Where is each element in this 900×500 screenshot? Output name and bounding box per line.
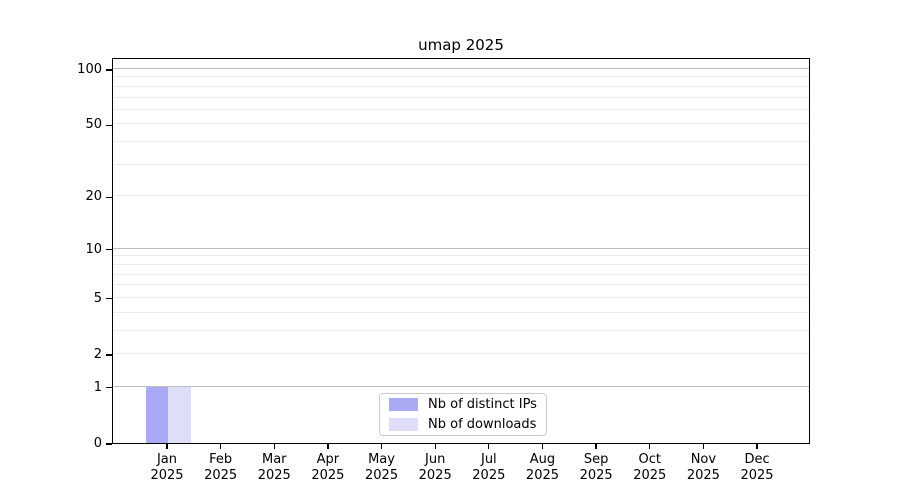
gridline-minor: [113, 263, 809, 265]
x-tick-label: Jan 2025: [150, 452, 184, 483]
gridline-major: [113, 68, 809, 70]
y-tick-label: 2: [93, 346, 102, 362]
gridline-minor: [113, 108, 809, 110]
gridline-minor: [113, 255, 809, 257]
x-tick-mark: [756, 444, 758, 449]
y-tick-mark: [106, 69, 112, 71]
legend-label-distinct-ips: Nb of distinct IPs: [428, 397, 537, 412]
x-tick-mark: [434, 444, 436, 449]
x-tick-mark: [649, 444, 651, 449]
y-tick-label: 1: [93, 379, 102, 395]
x-tick-label: Jul 2025: [472, 452, 506, 483]
x-tick-label: May 2025: [365, 452, 399, 483]
gridline-minor: [113, 329, 809, 331]
gridline-minor: [113, 163, 809, 165]
x-tick-mark: [541, 444, 544, 449]
legend-label-downloads: Nb of downloads: [428, 417, 537, 432]
y-tick-mark: [106, 124, 112, 127]
x-tick-mark: [219, 444, 222, 449]
gridline-minor: [113, 123, 809, 125]
gridline-minor: [113, 296, 809, 298]
y-tick-label: 0: [93, 436, 102, 451]
bar-distinct-ips: [145, 386, 168, 443]
legend-entry-distinct-ips: Nb of distinct IPs: [389, 397, 537, 412]
gridline-minor: [113, 352, 809, 354]
plot-area: [112, 58, 810, 444]
x-tick-label: Nov 2025: [686, 452, 720, 483]
y-tick-mark: [106, 443, 112, 445]
legend-entry-downloads: Nb of downloads: [389, 417, 537, 432]
y-tick-mark: [106, 354, 112, 356]
x-tick-label: Apr 2025: [311, 452, 345, 483]
gridline-major: [113, 385, 809, 387]
y-tick-mark: [106, 298, 112, 300]
bar-downloads: [168, 386, 191, 443]
y-tick-label: 50: [85, 117, 102, 133]
gridline-minor: [113, 85, 809, 87]
x-tick-mark: [488, 444, 490, 449]
x-tick-mark: [702, 444, 705, 449]
gridline-minor: [113, 141, 809, 143]
legend: Nb of distinct IPs Nb of downloads: [379, 393, 547, 436]
gridline-minor: [113, 284, 809, 286]
legend-swatch-downloads: [389, 418, 418, 431]
gridline-minor: [113, 195, 809, 197]
gridline-minor: [113, 96, 809, 98]
gridline-minor: [113, 273, 809, 275]
y-tick-mark: [106, 387, 112, 389]
y-tick-label: 20: [85, 189, 102, 205]
gridline-major: [113, 247, 809, 249]
x-tick-mark: [166, 444, 168, 449]
x-tick-mark: [327, 444, 329, 449]
x-tick-label: Sep 2025: [579, 452, 613, 483]
y-tick-label: 5: [93, 290, 102, 306]
x-tick-mark: [380, 444, 383, 449]
legend-swatch-distinct-ips: [389, 398, 418, 411]
gridline-minor: [113, 311, 809, 313]
y-tick-label: 10: [85, 241, 102, 257]
chart-title: umap 2025: [418, 36, 504, 54]
y-tick-label: 100: [77, 62, 102, 77]
x-tick-label: Jun 2025: [418, 452, 452, 483]
y-tick-mark: [106, 249, 112, 251]
gridline-minor: [113, 76, 809, 78]
x-tick-label: Mar 2025: [257, 452, 291, 483]
x-tick-mark: [273, 444, 275, 449]
x-tick-label: Dec 2025: [740, 452, 774, 483]
x-tick-label: Aug 2025: [525, 452, 560, 483]
x-tick-mark: [595, 444, 597, 449]
x-tick-label: Feb 2025: [204, 452, 238, 483]
y-tick-mark: [106, 196, 112, 198]
x-tick-label: Oct 2025: [633, 452, 667, 483]
